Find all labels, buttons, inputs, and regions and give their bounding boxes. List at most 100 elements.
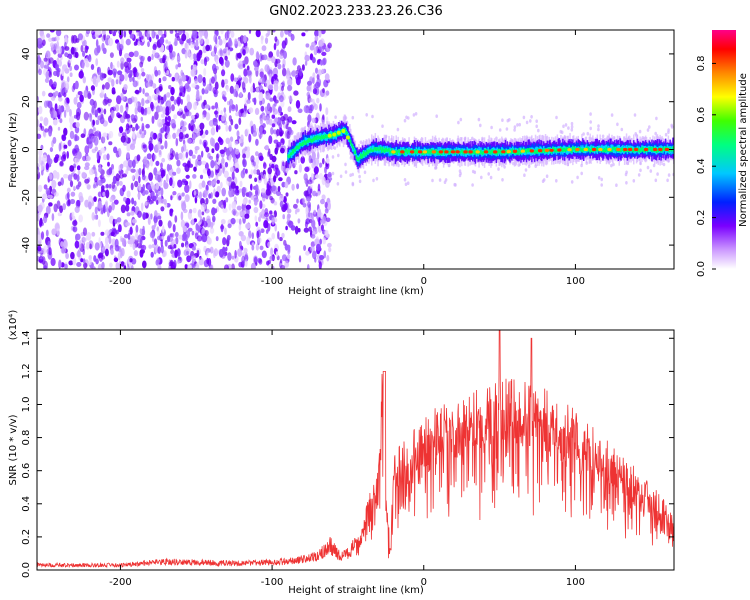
noise-speck <box>88 128 94 138</box>
noise-speck <box>55 154 60 160</box>
signal-band <box>293 148 296 151</box>
noise-speck <box>141 174 146 181</box>
noise-speck <box>206 215 211 224</box>
signal-band <box>472 151 475 154</box>
signal-band <box>346 131 348 134</box>
noise-speck <box>120 204 126 214</box>
noise-speck <box>190 115 195 119</box>
noise-speck <box>227 223 232 229</box>
noise-speck <box>246 223 251 229</box>
signal-band <box>492 149 494 154</box>
signal-band <box>574 149 577 152</box>
x-tick-label: 100 <box>566 276 585 287</box>
noise-speck <box>88 113 92 118</box>
noise-speck <box>96 151 100 161</box>
signal-band <box>661 149 663 153</box>
noise-speck <box>173 114 178 120</box>
noise-speck <box>123 61 129 68</box>
noise-speck <box>70 191 76 197</box>
signal-band <box>310 139 312 142</box>
signal-band <box>435 149 438 152</box>
noise-speck <box>119 235 123 243</box>
signal-band <box>350 143 353 147</box>
noise-speck <box>230 217 236 225</box>
signal-band <box>525 149 528 154</box>
signal-band <box>553 148 556 152</box>
noise-speck <box>253 66 259 72</box>
noise-speck <box>221 79 225 88</box>
signal-band <box>613 148 616 153</box>
noise-speck <box>285 160 288 169</box>
noise-speck <box>94 109 99 115</box>
noise-speck <box>589 126 592 131</box>
noise-speck <box>212 117 218 126</box>
signal-band <box>344 127 347 131</box>
noise-speck <box>181 126 187 132</box>
noise-speck <box>116 60 120 68</box>
noise-speck <box>98 254 103 262</box>
noise-speck <box>224 227 227 235</box>
noise-speck <box>276 49 280 58</box>
noise-speck <box>199 95 202 101</box>
noise-speck <box>49 42 55 48</box>
noise-speck <box>194 232 199 240</box>
noise-speck <box>307 212 311 218</box>
noise-speck <box>178 132 184 140</box>
noise-speck <box>48 128 52 137</box>
noise-speck <box>304 221 308 228</box>
signal-band <box>346 131 348 140</box>
noise-speck <box>222 207 228 213</box>
noise-speck <box>273 201 278 206</box>
noise-speck <box>315 192 318 197</box>
noise-speck <box>337 153 340 158</box>
noise-speck <box>186 94 191 103</box>
noise-speck <box>218 35 221 40</box>
noise-speck <box>191 230 195 236</box>
noise-speck <box>326 254 330 262</box>
signal-peak <box>444 150 449 154</box>
noise-speck <box>38 155 42 164</box>
noise-speck <box>62 203 66 211</box>
noise-speck <box>78 70 84 79</box>
noise-speck <box>155 34 159 40</box>
noise-speck <box>119 163 124 170</box>
signal-band <box>292 149 295 154</box>
signal-band <box>478 146 480 155</box>
noise-speck <box>56 57 60 65</box>
noise-speck <box>431 178 434 183</box>
noise-speck <box>113 257 119 263</box>
noise-speck <box>157 132 163 142</box>
signal-band <box>578 148 580 154</box>
noise-speck <box>169 177 173 187</box>
noise-speck <box>191 217 195 227</box>
noise-speck <box>129 258 133 263</box>
noise-speck <box>223 199 227 209</box>
noise-speck <box>186 250 189 256</box>
noise-speck <box>334 115 337 119</box>
noise-speck <box>52 81 57 88</box>
noise-speck <box>157 230 161 237</box>
signal-band <box>369 150 371 153</box>
noise-speck <box>125 38 131 46</box>
noise-speck <box>322 57 327 65</box>
noise-speck <box>60 241 64 248</box>
signal-peak <box>544 148 550 152</box>
noise-speck <box>321 176 326 186</box>
signal-band <box>648 147 650 150</box>
noise-speck <box>164 239 168 247</box>
signal-band <box>378 145 380 152</box>
noise-speck <box>145 99 150 104</box>
noise-speck <box>234 158 239 168</box>
noise-speck <box>243 247 248 254</box>
signal-band <box>640 147 642 153</box>
signal-band <box>543 150 546 154</box>
noise-speck <box>250 183 253 191</box>
noise-speck <box>239 91 243 97</box>
noise-speck <box>229 98 234 107</box>
noise-speck <box>82 155 87 162</box>
noise-speck <box>268 69 273 77</box>
noise-speck <box>325 217 331 223</box>
noise-speck <box>151 199 154 204</box>
noise-speck <box>228 188 234 198</box>
noise-speck <box>118 147 122 157</box>
